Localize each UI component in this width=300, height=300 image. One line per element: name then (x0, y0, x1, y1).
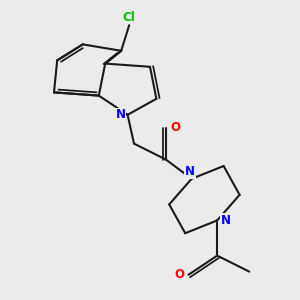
Text: Cl: Cl (123, 11, 136, 24)
Text: N: N (221, 214, 231, 227)
Text: N: N (116, 108, 126, 121)
Text: O: O (170, 121, 180, 134)
Text: N: N (185, 165, 195, 178)
Text: O: O (174, 268, 184, 281)
